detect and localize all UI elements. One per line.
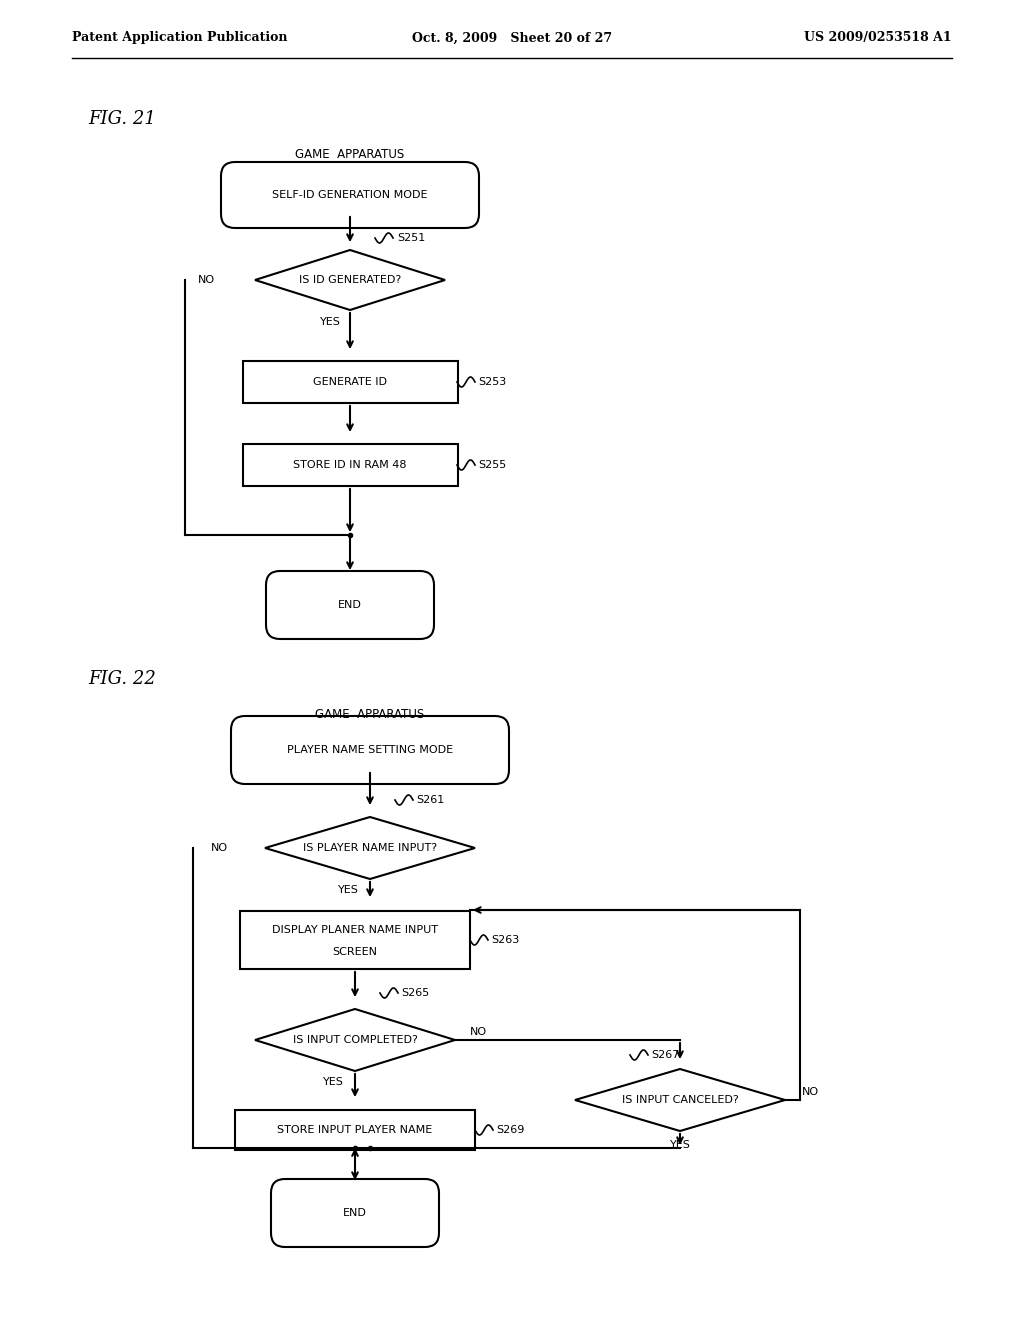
Text: S263: S263 — [490, 935, 519, 945]
Polygon shape — [575, 1069, 785, 1131]
Text: SELF-ID GENERATION MODE: SELF-ID GENERATION MODE — [272, 190, 428, 201]
Text: IS PLAYER NAME INPUT?: IS PLAYER NAME INPUT? — [303, 843, 437, 853]
Text: IS ID GENERATED?: IS ID GENERATED? — [299, 275, 401, 285]
Text: S269: S269 — [496, 1125, 524, 1135]
Text: YES: YES — [670, 1140, 690, 1150]
Text: NO: NO — [211, 843, 228, 853]
Text: FIG. 22: FIG. 22 — [88, 671, 156, 688]
FancyBboxPatch shape — [266, 572, 434, 639]
Text: Oct. 8, 2009   Sheet 20 of 27: Oct. 8, 2009 Sheet 20 of 27 — [412, 32, 612, 45]
Text: NO: NO — [198, 275, 215, 285]
Text: YES: YES — [319, 317, 340, 327]
Text: GAME  APPARATUS: GAME APPARATUS — [315, 709, 425, 722]
Text: YES: YES — [338, 884, 358, 895]
Text: Patent Application Publication: Patent Application Publication — [72, 32, 288, 45]
Text: FIG. 21: FIG. 21 — [88, 110, 156, 128]
Text: S265: S265 — [401, 987, 429, 998]
FancyBboxPatch shape — [221, 162, 479, 228]
FancyBboxPatch shape — [231, 715, 509, 784]
Bar — [234, 1110, 475, 1150]
Text: NO: NO — [802, 1086, 819, 1097]
Text: END: END — [343, 1208, 367, 1218]
Bar — [243, 360, 458, 403]
Polygon shape — [255, 1008, 455, 1071]
Text: S267: S267 — [651, 1049, 679, 1060]
Bar — [243, 444, 458, 486]
Text: IS INPUT CANCELED?: IS INPUT CANCELED? — [622, 1096, 738, 1105]
Text: END: END — [338, 601, 361, 610]
Text: STORE ID IN RAM 48: STORE ID IN RAM 48 — [293, 459, 407, 470]
Text: S253: S253 — [478, 378, 506, 387]
Text: S251: S251 — [397, 234, 425, 243]
Text: STORE INPUT PLAYER NAME: STORE INPUT PLAYER NAME — [278, 1125, 432, 1135]
Polygon shape — [255, 249, 445, 310]
Polygon shape — [265, 817, 475, 879]
Text: US 2009/0253518 A1: US 2009/0253518 A1 — [805, 32, 952, 45]
Text: YES: YES — [323, 1077, 343, 1086]
Bar — [240, 911, 470, 969]
Text: S261: S261 — [416, 795, 444, 805]
Text: NO: NO — [470, 1027, 487, 1038]
Text: PLAYER NAME SETTING MODE: PLAYER NAME SETTING MODE — [287, 744, 453, 755]
Text: S255: S255 — [478, 459, 506, 470]
FancyBboxPatch shape — [271, 1179, 439, 1247]
Text: SCREEN: SCREEN — [333, 946, 378, 957]
Text: DISPLAY PLANER NAME INPUT: DISPLAY PLANER NAME INPUT — [272, 925, 438, 935]
Text: IS INPUT COMPLETED?: IS INPUT COMPLETED? — [293, 1035, 418, 1045]
Text: GAME  APPARATUS: GAME APPARATUS — [295, 149, 404, 161]
Text: GENERATE ID: GENERATE ID — [313, 378, 387, 387]
